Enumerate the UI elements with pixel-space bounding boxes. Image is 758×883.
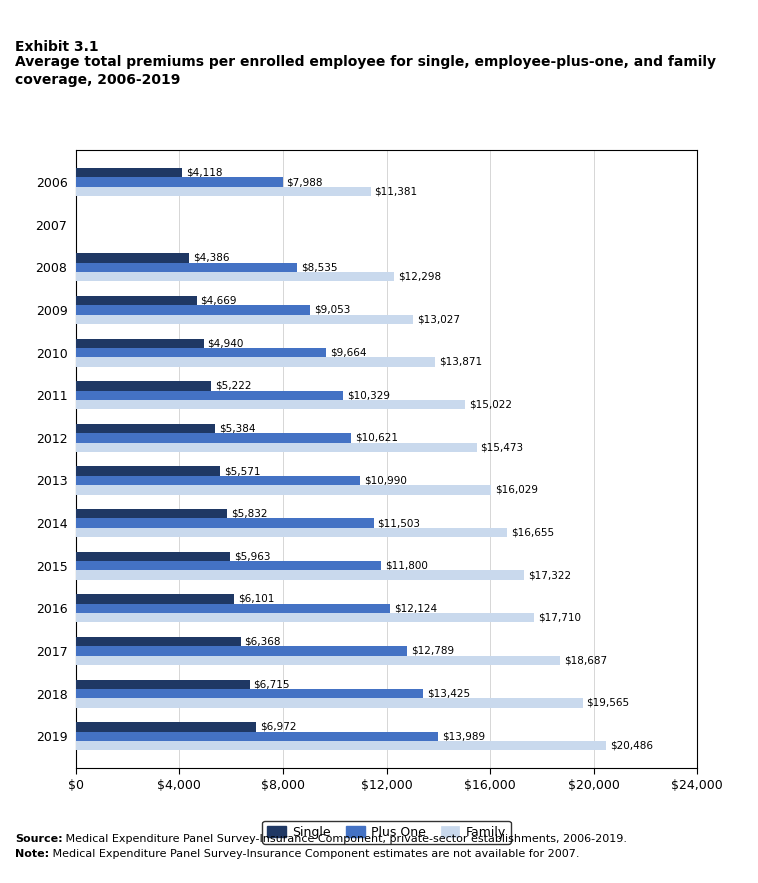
Bar bbox=[76, 509, 227, 518]
Bar bbox=[76, 604, 390, 613]
Bar bbox=[76, 253, 190, 262]
Text: $4,940: $4,940 bbox=[208, 338, 244, 348]
Text: $5,963: $5,963 bbox=[234, 551, 271, 562]
Bar bbox=[76, 698, 582, 707]
Bar bbox=[76, 338, 204, 348]
Bar bbox=[76, 442, 477, 452]
Text: $20,486: $20,486 bbox=[610, 741, 653, 751]
Bar bbox=[76, 594, 233, 604]
Text: $9,053: $9,053 bbox=[314, 305, 350, 315]
Text: $19,565: $19,565 bbox=[587, 698, 629, 708]
Bar bbox=[76, 424, 215, 434]
Bar bbox=[76, 348, 326, 358]
Text: $6,972: $6,972 bbox=[260, 722, 296, 732]
Bar bbox=[76, 646, 407, 656]
Text: Average total premiums per enrolled employee for single, employee-plus-one, and : Average total premiums per enrolled empl… bbox=[15, 55, 716, 87]
Bar bbox=[76, 741, 606, 751]
Text: $10,329: $10,329 bbox=[347, 390, 390, 400]
Bar bbox=[76, 656, 559, 665]
Text: Medical Expenditure Panel Survey-Insurance Component, private-sector establishme: Medical Expenditure Panel Survey-Insuran… bbox=[62, 834, 627, 844]
Text: $16,029: $16,029 bbox=[495, 485, 538, 494]
Text: $15,473: $15,473 bbox=[481, 442, 524, 452]
Bar bbox=[76, 689, 424, 698]
Text: Exhibit 3.1: Exhibit 3.1 bbox=[15, 40, 99, 54]
Bar bbox=[76, 272, 394, 282]
Bar bbox=[76, 476, 360, 485]
Bar bbox=[76, 613, 534, 623]
Text: $5,571: $5,571 bbox=[224, 466, 261, 476]
Text: $6,368: $6,368 bbox=[245, 637, 281, 646]
Bar bbox=[76, 570, 525, 580]
Bar bbox=[76, 306, 310, 314]
Text: $16,655: $16,655 bbox=[511, 527, 554, 538]
Bar bbox=[76, 528, 507, 537]
Bar bbox=[76, 314, 413, 324]
Text: $13,989: $13,989 bbox=[442, 731, 485, 741]
Text: $5,832: $5,832 bbox=[230, 509, 268, 518]
Text: $10,990: $10,990 bbox=[365, 475, 407, 486]
Text: $8,535: $8,535 bbox=[301, 262, 337, 272]
Bar bbox=[76, 637, 241, 646]
Text: $12,298: $12,298 bbox=[398, 272, 441, 282]
Bar bbox=[76, 434, 351, 442]
Text: $13,027: $13,027 bbox=[417, 314, 460, 324]
Bar bbox=[76, 731, 438, 741]
Bar bbox=[76, 485, 491, 494]
Text: $4,386: $4,386 bbox=[193, 253, 230, 263]
Bar bbox=[76, 518, 374, 528]
Text: $12,124: $12,124 bbox=[393, 603, 437, 614]
Text: $7,988: $7,988 bbox=[287, 177, 323, 187]
Text: $13,871: $13,871 bbox=[439, 357, 482, 367]
Text: $11,381: $11,381 bbox=[374, 186, 418, 196]
Text: $5,222: $5,222 bbox=[215, 381, 252, 391]
Text: Note:: Note: bbox=[15, 849, 49, 859]
Text: $9,664: $9,664 bbox=[330, 348, 366, 358]
Text: $6,101: $6,101 bbox=[238, 594, 274, 604]
Text: $15,022: $15,022 bbox=[468, 400, 512, 410]
Text: $10,621: $10,621 bbox=[355, 433, 398, 443]
Text: $18,687: $18,687 bbox=[564, 655, 606, 666]
Bar bbox=[76, 466, 220, 476]
Text: $12,789: $12,789 bbox=[411, 646, 454, 656]
Text: $13,425: $13,425 bbox=[428, 689, 471, 698]
Text: $17,322: $17,322 bbox=[528, 570, 572, 580]
Bar bbox=[76, 187, 371, 196]
Text: $11,503: $11,503 bbox=[377, 518, 421, 528]
Text: $4,669: $4,669 bbox=[201, 296, 237, 306]
Bar bbox=[76, 680, 249, 689]
Text: $11,800: $11,800 bbox=[385, 561, 428, 570]
Text: Source:: Source: bbox=[15, 834, 63, 844]
Bar bbox=[76, 168, 183, 177]
Bar bbox=[76, 552, 230, 561]
Bar bbox=[76, 561, 381, 570]
Bar bbox=[76, 722, 256, 731]
Text: $5,384: $5,384 bbox=[219, 424, 255, 434]
Text: Medical Expenditure Panel Survey-Insurance Component estimates are not available: Medical Expenditure Panel Survey-Insuran… bbox=[49, 849, 580, 859]
Bar bbox=[76, 381, 211, 390]
Bar bbox=[76, 177, 283, 187]
Text: $17,710: $17,710 bbox=[538, 613, 581, 623]
Bar bbox=[76, 262, 297, 272]
Bar bbox=[76, 400, 465, 410]
Bar bbox=[76, 296, 197, 306]
Text: $4,118: $4,118 bbox=[186, 168, 223, 177]
Legend: Single, Plus One, Family: Single, Plus One, Family bbox=[262, 821, 511, 844]
Bar bbox=[76, 358, 435, 366]
Bar bbox=[76, 390, 343, 400]
Text: $6,715: $6,715 bbox=[254, 679, 290, 690]
